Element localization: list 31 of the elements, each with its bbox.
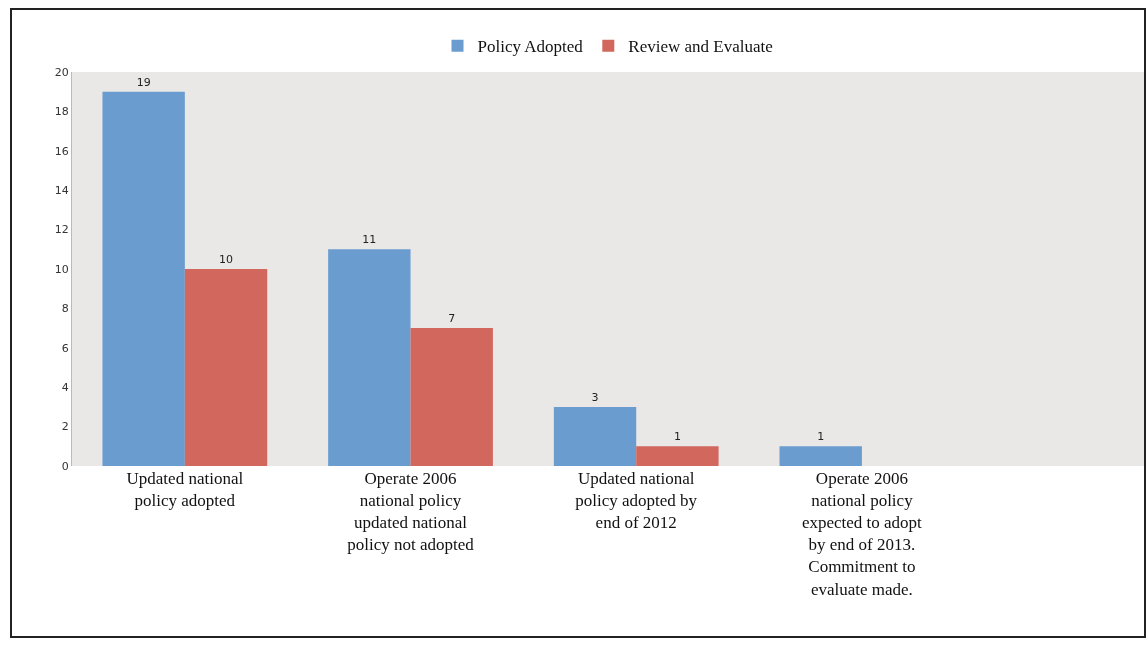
y-tick-label: 0 — [61, 459, 69, 473]
x-tick-label: Operate 2006 national policy expected to adopt by end of 2013. Commitment to evaluate made. — [801, 469, 923, 599]
y-tick-label: 10 — [54, 262, 69, 276]
y-tick-label: 2 — [61, 420, 69, 434]
y-tick-label: 18 — [54, 105, 69, 119]
data-label: 3 — [591, 390, 599, 404]
x-tick-label: Operate 2006 national policy updated national policy not adopted — [347, 469, 475, 555]
data-label: 1 — [817, 430, 825, 444]
bar — [779, 446, 862, 466]
y-tick-label: 4 — [61, 381, 69, 395]
data-label: 7 — [448, 312, 456, 326]
bar — [410, 328, 493, 466]
legend-label: Review and Evaluate — [628, 37, 773, 57]
x-tick-label: Updated national policy adopted — [126, 469, 244, 511]
bar — [636, 446, 719, 466]
data-label: 1 — [673, 430, 681, 444]
data-label: 10 — [219, 253, 234, 266]
y-tick-label: 20 — [54, 65, 69, 79]
bar — [102, 91, 185, 466]
y-tick-label: 16 — [54, 144, 69, 158]
x-tick-label: Updated national policy adopted by end of 2012 — [575, 469, 698, 533]
data-label: 11 — [362, 233, 377, 247]
data-label: 19 — [136, 75, 151, 89]
y-tick-label: 8 — [61, 302, 69, 316]
y-tick-label: 6 — [61, 341, 69, 355]
bar — [184, 269, 268, 466]
bar — [328, 249, 411, 466]
y-tick-label: 12 — [54, 223, 69, 237]
y-tick-label: 14 — [54, 184, 69, 198]
legend-label: Policy Adopted — [477, 37, 584, 57]
bar — [553, 406, 637, 466]
